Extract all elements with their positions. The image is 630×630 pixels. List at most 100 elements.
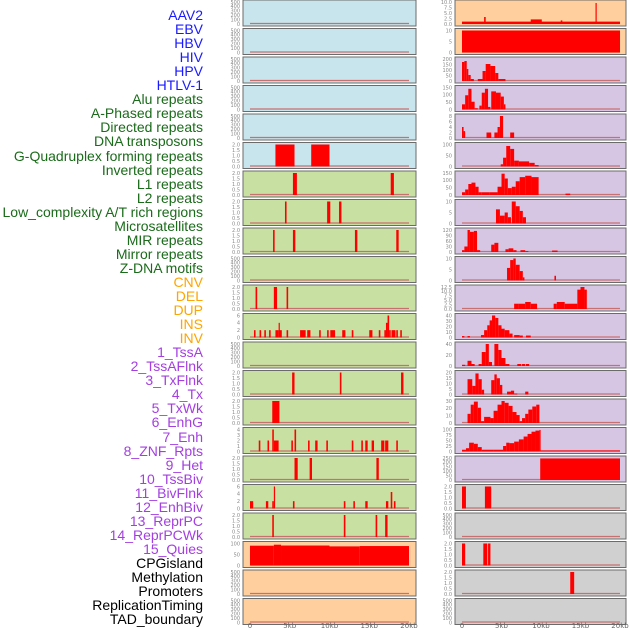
panel-background — [242, 341, 417, 369]
data-bar — [501, 358, 506, 366]
data-bar — [329, 546, 360, 566]
data-bar — [400, 330, 402, 338]
y-tick-label: 20 — [446, 353, 452, 359]
data-bar — [577, 289, 581, 309]
y-tick-label: 100 — [442, 93, 452, 99]
data-bar — [465, 189, 469, 195]
y-tick-label: 1.5 — [232, 290, 240, 296]
data-bar — [467, 413, 471, 423]
y-tick-label: 0 — [449, 335, 452, 341]
y-tick-label: 4 — [237, 492, 240, 498]
data-bar — [396, 330, 398, 338]
y-tick-label: 1.5 — [232, 233, 240, 239]
y-tick-label: 500 — [442, 513, 452, 519]
data-bar — [462, 449, 466, 452]
y-tick-label: 2 — [237, 328, 240, 334]
track-label: Inverted repeats — [101, 161, 203, 178]
y-tick-label: 300 — [230, 94, 240, 100]
y-tick-label: 15 — [446, 376, 452, 382]
y-tick-label: 0.0 — [444, 506, 452, 512]
track-panel: 2.01.51.00.50.0 — [444, 569, 627, 598]
data-bar — [378, 330, 381, 338]
data-bar — [514, 303, 519, 309]
y-tick-label: 50 — [446, 153, 452, 159]
y-tick-label: 100 — [230, 587, 240, 593]
track-label: TAD_boundary — [109, 611, 203, 628]
y-tick-label: 10 — [446, 413, 452, 419]
data-bar — [493, 449, 504, 452]
track-panel: 2.01.51.00.50.0 — [232, 170, 417, 199]
track-label: DNA transposons — [94, 133, 203, 150]
data-bar — [475, 186, 479, 195]
data-bar — [376, 458, 379, 480]
y-tick-label: 0 — [449, 392, 452, 398]
y-tick-label: 1.0 — [444, 581, 452, 587]
y-tick-label: 1.5 — [232, 461, 240, 467]
data-bar — [506, 145, 511, 167]
data-bar — [490, 66, 496, 81]
y-tick-label: 5 — [449, 387, 452, 393]
y-tick-label: 2.0 — [444, 570, 452, 576]
track-label: G-Quadruplex forming repeats — [13, 147, 203, 164]
data-bar — [390, 173, 394, 195]
data-bar — [467, 230, 470, 252]
y-tick-label: 1.5 — [232, 205, 240, 211]
panel-background — [454, 199, 627, 226]
data-bar — [384, 330, 386, 338]
data-bar — [478, 364, 482, 366]
y-tick-label: 1.5 — [232, 376, 240, 382]
track-label: MIR repeats — [126, 231, 203, 248]
data-bar — [330, 330, 336, 338]
panel-background — [454, 227, 627, 255]
track-label: DUP — [173, 302, 203, 319]
data-bar — [509, 443, 515, 452]
data-bar — [595, 3, 597, 24]
data-bar — [273, 230, 275, 252]
y-tick-label: 500 — [230, 114, 240, 120]
y-tick-label: 1.0 — [232, 239, 240, 245]
data-bar — [462, 543, 466, 566]
y-tick-label: 400 — [230, 346, 240, 352]
x-tick-label: 20kb — [400, 622, 418, 630]
data-bar — [467, 379, 473, 395]
y-tick-label: 200 — [442, 526, 452, 532]
y-tick-label: 0.5 — [444, 586, 452, 592]
data-bar — [499, 384, 503, 395]
y-tick-label: 300 — [230, 37, 240, 43]
data-bar — [484, 17, 486, 24]
y-tick-label: 300 — [230, 123, 240, 129]
data-bar — [286, 287, 289, 309]
track-label: EBV — [174, 21, 203, 38]
panel-background — [242, 0, 417, 27]
data-bar — [552, 250, 558, 252]
x-tick-label: 10kb — [321, 622, 339, 630]
panel-background — [454, 484, 627, 511]
data-bar — [269, 330, 271, 338]
data-bar — [292, 230, 296, 252]
track-panel: 2.01.51.00.50.0 — [232, 284, 417, 313]
data-bar — [479, 105, 482, 110]
track-label: A-Phased repeats — [90, 105, 203, 122]
y-tick-label: 0 — [449, 278, 452, 284]
data-bar — [351, 330, 354, 338]
y-tick-label: 250 — [442, 456, 452, 462]
x-tick-label: 0 — [248, 622, 252, 630]
data-bar — [518, 439, 524, 452]
y-tick-label: 6 — [237, 484, 240, 490]
data-bar — [516, 415, 520, 423]
y-tick-label: 100 — [442, 142, 452, 148]
data-bar — [477, 447, 482, 452]
panel-background — [242, 598, 417, 625]
data-bar — [491, 91, 496, 110]
data-bar — [311, 144, 330, 167]
data-bar — [517, 364, 522, 366]
data-bar — [462, 364, 466, 366]
y-tick-label: 40 — [446, 313, 452, 319]
data-bar — [339, 201, 342, 224]
